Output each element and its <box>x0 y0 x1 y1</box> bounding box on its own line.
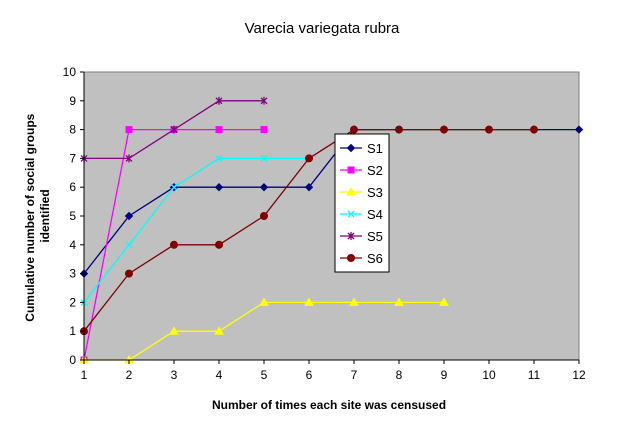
x-tick-label: 10 <box>482 368 496 382</box>
plot-background <box>83 71 580 361</box>
y-tick-label: 9 <box>69 94 76 108</box>
x-tick-label: 1 <box>81 368 88 382</box>
y-tick-label: 1 <box>69 324 76 338</box>
y-tick-label: 0 <box>69 353 76 367</box>
legend-marker-s3 <box>346 186 356 196</box>
y-axis-title-line-1: Cumulative number of social groups <box>23 113 37 321</box>
series-s5 <box>80 96 268 163</box>
series-s2-point <box>125 126 133 134</box>
series-s2-point <box>260 126 268 134</box>
x-tick-label: 9 <box>441 368 448 382</box>
series-s4-point <box>125 241 133 249</box>
y-axis-title-line-2: identified <box>38 189 52 242</box>
series-s6-point <box>440 125 448 134</box>
x-tick-label: 7 <box>351 368 358 382</box>
y-axis-title: Cumulative number of social groups ident… <box>23 110 52 321</box>
series-s3-point <box>349 297 359 306</box>
legend-item-s2: S2 <box>340 163 383 178</box>
legend-label-s5: S5 <box>367 229 383 244</box>
series-s6-point <box>530 125 538 134</box>
x-tick-label: 3 <box>171 368 178 382</box>
legend-item-s1: S1 <box>340 141 383 156</box>
series-s5-point <box>170 125 178 134</box>
y-tick-label: 7 <box>69 151 76 165</box>
legend-label-s2: S2 <box>367 163 383 178</box>
chart-title: Varecia variegata rubra <box>245 20 400 37</box>
legend-item-s3: S3 <box>340 185 383 200</box>
legend-marker-s1 <box>346 143 356 153</box>
series-s4-point <box>260 154 268 162</box>
legend-box <box>334 133 390 273</box>
legend-item-s5: S5 <box>340 229 383 244</box>
y-tick-label: 10 <box>63 65 77 79</box>
x-tick-label: 5 <box>261 368 268 382</box>
series-s5-point <box>260 96 268 105</box>
y-tick-label: 8 <box>69 123 76 137</box>
legend-item-s6: S6 <box>340 251 383 266</box>
series-s1-point <box>259 182 269 192</box>
series-s6-point <box>260 212 268 220</box>
legend-item-s4: S4 <box>340 207 383 222</box>
legend-label-s6: S6 <box>367 251 383 266</box>
series-s3-point <box>214 326 224 335</box>
y-tick-label: 2 <box>69 295 76 309</box>
series-s6-point <box>395 125 403 134</box>
series-s5-point <box>125 154 133 163</box>
plot-area <box>83 71 580 361</box>
x-tick-label: 11 <box>528 368 541 382</box>
legend: S1 S2 S3 S4 S5 S6 <box>334 133 390 273</box>
y-tick-label: 5 <box>69 209 76 223</box>
series-s3-point <box>259 297 269 306</box>
series-s6-point <box>215 240 223 249</box>
series-s1-point <box>304 182 314 192</box>
series-s1-point <box>574 125 584 134</box>
series-s6-point <box>350 125 358 134</box>
x-axis-title: Number of times each site was censused <box>212 398 446 412</box>
legend-label-s4: S4 <box>367 207 383 222</box>
series-group <box>79 96 584 364</box>
series-s6-point <box>305 154 313 163</box>
series-s6-point <box>485 125 493 134</box>
series-s1-point <box>124 211 134 221</box>
legend-label-s1: S1 <box>367 141 383 156</box>
x-tick-label: 2 <box>126 368 133 382</box>
series-s1-point <box>214 182 224 192</box>
legend-marker-s2 <box>347 166 355 174</box>
series-s4-line <box>83 157 309 303</box>
x-tick-label: 12 <box>572 368 586 382</box>
legend-label-s3: S3 <box>367 185 383 200</box>
y-tick-label: 6 <box>69 180 76 194</box>
y-tick-label: 4 <box>69 238 76 252</box>
legend-marker-s6 <box>347 254 355 262</box>
series-s6-point <box>125 269 133 278</box>
legend-marker-s4 <box>347 210 355 218</box>
x-tick-label: 4 <box>216 368 223 382</box>
series-s3-point <box>169 326 179 335</box>
series-s3-point <box>394 297 404 306</box>
y-tick-label: 3 <box>69 267 76 281</box>
series-s6-point <box>170 240 178 249</box>
series-s5-point <box>215 96 223 105</box>
series-s2-point <box>215 126 223 134</box>
x-tick-label: 6 <box>306 368 313 382</box>
series-s3-point <box>304 297 314 306</box>
series-s3-point <box>439 297 449 306</box>
series-s4-point <box>215 154 223 162</box>
x-tick-label: 8 <box>396 368 403 382</box>
legend-marker-s5 <box>347 232 355 240</box>
series-s4-point <box>170 183 178 191</box>
